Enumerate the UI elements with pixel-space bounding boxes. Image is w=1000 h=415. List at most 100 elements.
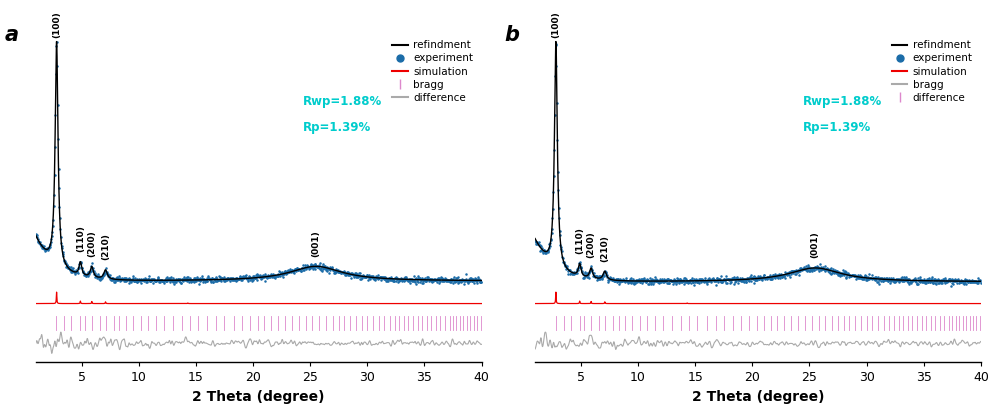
refindment: [966, 279, 978, 284]
difference: [720, 341, 732, 346]
difference: [55, 330, 67, 334]
Text: a: a: [5, 25, 19, 45]
difference: [918, 339, 930, 344]
experiment: [193, 282, 205, 287]
experiment: [975, 280, 987, 285]
experiment: [30, 232, 42, 237]
Line: refindment: refindment: [36, 42, 482, 281]
refindment: [700, 278, 712, 283]
Line: difference: difference: [36, 332, 482, 353]
Text: (110): (110): [575, 227, 584, 254]
difference: [580, 339, 592, 344]
simulation: [51, 290, 63, 295]
simulation: [700, 301, 712, 306]
Text: (100): (100): [551, 11, 560, 38]
refindment: [720, 278, 732, 283]
experiment: [877, 278, 889, 283]
simulation: [975, 301, 987, 306]
refindment: [529, 236, 541, 241]
experiment: [386, 278, 398, 283]
Text: (200): (200): [87, 230, 96, 257]
experiment: [945, 283, 957, 288]
Text: (200): (200): [587, 232, 596, 259]
experiment: [337, 269, 349, 274]
experiment: [835, 271, 847, 276]
simulation: [419, 301, 431, 306]
simulation: [529, 301, 541, 306]
difference: [107, 341, 119, 346]
difference: [476, 342, 488, 347]
simulation: [30, 301, 42, 306]
experiment: [475, 280, 487, 285]
experiment: [710, 283, 722, 288]
refindment: [580, 273, 592, 278]
simulation: [476, 301, 488, 306]
Line: experiment: experiment: [35, 40, 483, 286]
difference: [607, 344, 619, 349]
difference: [467, 339, 479, 344]
Text: (110): (110): [76, 225, 85, 252]
simulation: [918, 301, 930, 306]
Line: difference: difference: [535, 332, 981, 349]
refindment: [467, 278, 479, 283]
simulation: [467, 301, 479, 306]
difference: [539, 330, 551, 334]
difference: [419, 342, 431, 347]
refindment: [51, 39, 63, 44]
simulation: [201, 301, 213, 306]
experiment: [378, 277, 390, 282]
experiment: [211, 278, 223, 283]
experiment: [227, 278, 239, 283]
Line: simulation: simulation: [535, 292, 981, 303]
simulation: [220, 301, 232, 306]
experiment: [51, 39, 63, 44]
difference: [30, 341, 42, 346]
difference: [610, 347, 622, 352]
Text: Rwp=1.88%: Rwp=1.88%: [803, 95, 882, 108]
refindment: [107, 276, 119, 281]
X-axis label: 2 Theta (degree): 2 Theta (degree): [192, 390, 325, 404]
refindment: [607, 277, 619, 282]
Line: refindment: refindment: [535, 42, 981, 281]
refindment: [550, 39, 562, 44]
difference: [975, 339, 987, 344]
experiment: [550, 42, 562, 46]
refindment: [975, 279, 987, 284]
Text: (001): (001): [311, 230, 320, 257]
refindment: [476, 278, 488, 283]
simulation: [107, 301, 119, 306]
refindment: [419, 277, 431, 282]
simulation: [720, 301, 732, 306]
refindment: [30, 233, 42, 238]
Legend: refindment, experiment, simulation, bragg, difference: refindment, experiment, simulation, brag…: [389, 37, 476, 106]
difference: [201, 341, 213, 346]
difference: [966, 341, 978, 346]
refindment: [220, 277, 232, 282]
experiment: [76, 265, 88, 270]
Text: Rp=1.39%: Rp=1.39%: [303, 121, 372, 134]
refindment: [918, 278, 930, 283]
X-axis label: 2 Theta (degree): 2 Theta (degree): [692, 390, 824, 404]
simulation: [550, 290, 562, 295]
Text: Rwp=1.88%: Rwp=1.88%: [303, 95, 383, 108]
experiment: [529, 239, 541, 244]
simulation: [966, 301, 978, 306]
difference: [81, 337, 93, 342]
Text: Rp=1.39%: Rp=1.39%: [803, 121, 871, 134]
refindment: [201, 277, 213, 282]
Text: (001): (001): [811, 232, 820, 259]
Line: experiment: experiment: [534, 43, 982, 287]
Legend: refindment, experiment, simulation, bragg, difference: refindment, experiment, simulation, brag…: [889, 37, 976, 106]
Text: (100): (100): [52, 11, 61, 38]
difference: [529, 347, 541, 352]
Text: (210): (210): [600, 235, 609, 261]
experiment: [885, 276, 897, 281]
difference: [46, 351, 58, 356]
simulation: [607, 301, 619, 306]
experiment: [575, 265, 587, 270]
simulation: [81, 301, 93, 306]
difference: [220, 341, 232, 346]
refindment: [81, 272, 93, 277]
simulation: [580, 301, 592, 306]
experiment: [726, 276, 738, 281]
